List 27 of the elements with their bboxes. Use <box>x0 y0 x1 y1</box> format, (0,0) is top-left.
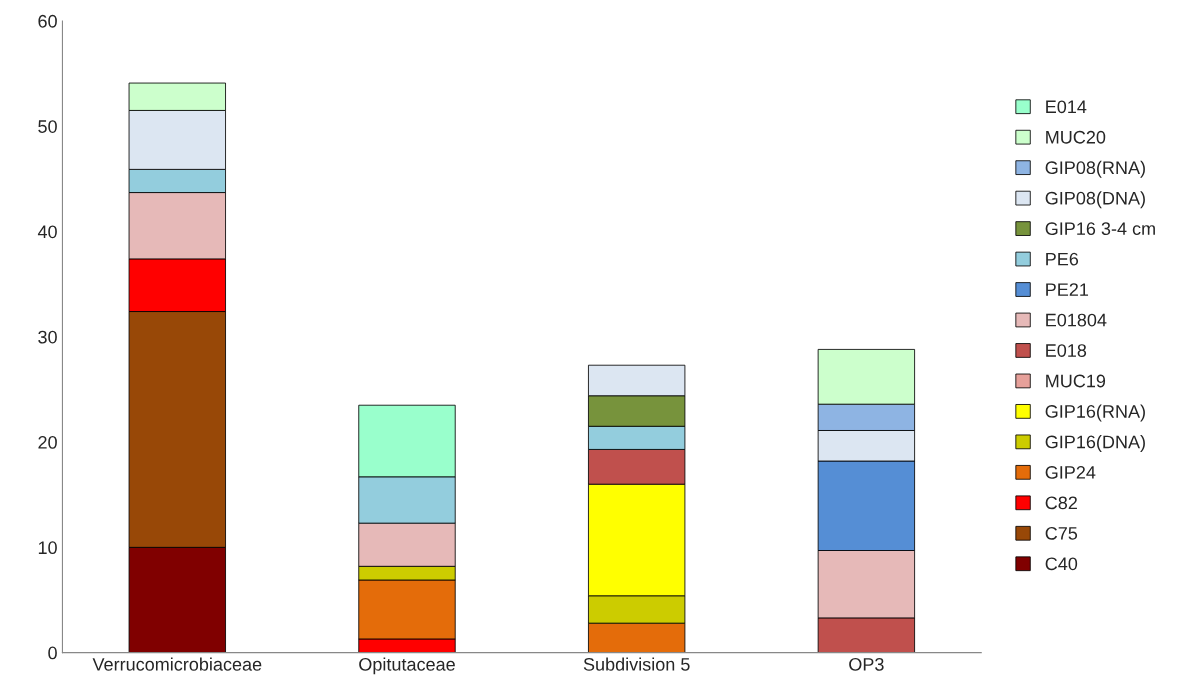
legend-label: PE21 <box>1046 283 1089 296</box>
x-tick-label: Opitutaceae <box>359 657 455 675</box>
legend-label: MUC19 <box>1046 374 1106 388</box>
legend-label: GIP16(RNA) <box>1045 404 1145 422</box>
y-tick-label: 30 <box>38 330 57 344</box>
y-tick-label: 20 <box>38 436 57 449</box>
x-tick-label: Verrucomicrobiaceae <box>92 657 262 671</box>
y-tick-label: 40 <box>37 225 57 239</box>
legend-label: MUC20 <box>1046 130 1106 144</box>
y-tick-label: 50 <box>38 120 57 133</box>
legend-label: E01804 <box>1046 313 1107 327</box>
legend-label: GIP16(DNA) <box>1045 435 1145 452</box>
x-tick-label: OP3 <box>849 657 884 671</box>
legend-label: PE6 <box>1046 252 1079 266</box>
legend-label: E014 <box>1046 100 1087 114</box>
legend-label: C40 <box>1045 557 1078 571</box>
y-tick-label: 10 <box>38 541 57 555</box>
legend-label: GIP24 <box>1045 466 1096 479</box>
y-tick-label: 60 <box>38 14 57 28</box>
legend-label: GIP08(RNA) <box>1045 160 1145 178</box>
legend-label: C75 <box>1045 526 1078 540</box>
legend-label: GIP16 3-4 cm <box>1045 222 1155 236</box>
y-tick-label: 0 <box>48 646 57 660</box>
legend-label: E018 <box>1046 344 1087 357</box>
legend-label: C82 <box>1045 496 1077 510</box>
legend-label: GIP08(DNA) <box>1045 191 1145 209</box>
x-tick-label: Subdivision 5 <box>583 657 690 671</box>
